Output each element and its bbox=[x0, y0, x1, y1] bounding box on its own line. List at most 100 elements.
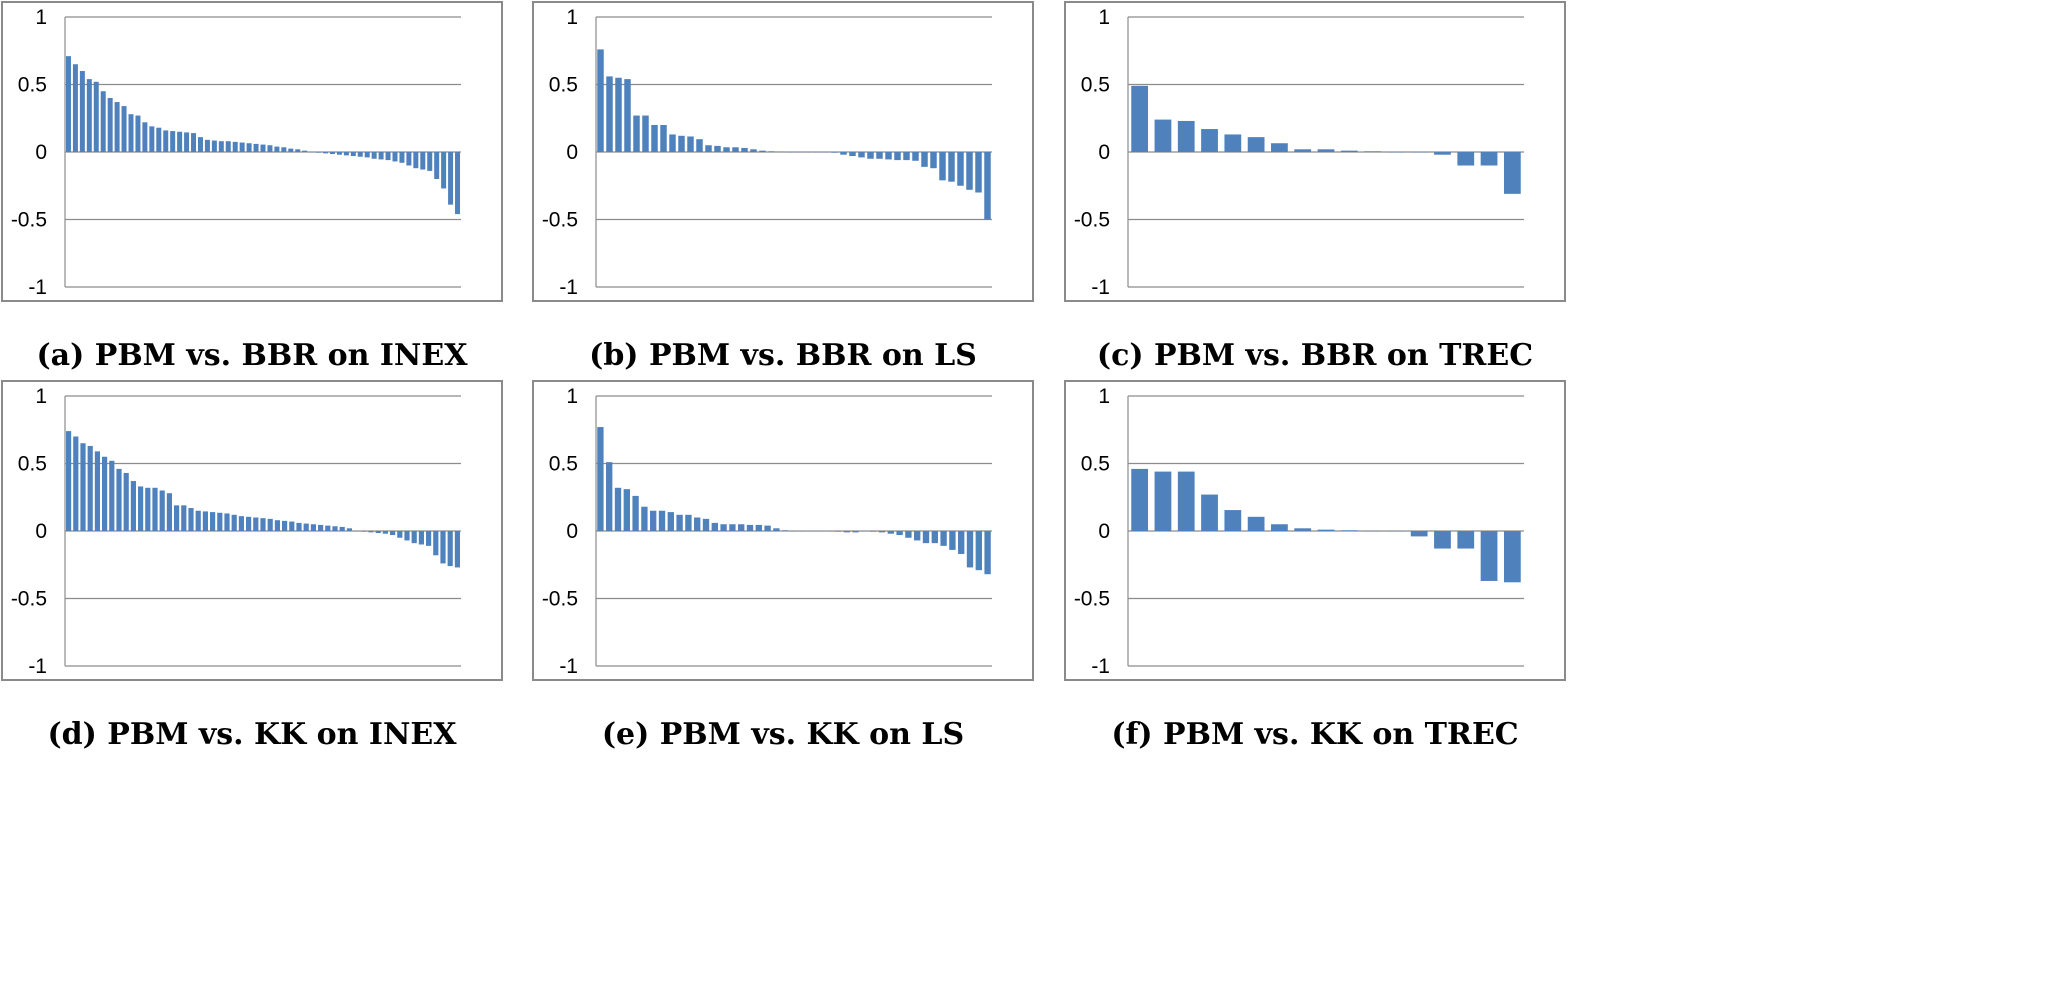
bar-e-20 bbox=[773, 528, 780, 531]
bar-b-4 bbox=[633, 115, 640, 152]
bar-a-9 bbox=[128, 114, 134, 152]
bar-f-0 bbox=[1131, 468, 1149, 531]
bar-a-7 bbox=[114, 102, 120, 152]
bar-a-13 bbox=[156, 127, 162, 152]
y-tick-label: -1 bbox=[1091, 276, 1110, 299]
bar-b-29 bbox=[858, 152, 865, 158]
bar-f-8 bbox=[1317, 529, 1335, 531]
chart-panel-e: 1 0.5 0 -0.5 -1 bbox=[532, 380, 1034, 681]
bar-a-26 bbox=[246, 143, 252, 152]
y-tick-label: -1 bbox=[559, 655, 578, 678]
bar-d-30 bbox=[282, 520, 288, 532]
bar-e-17 bbox=[746, 524, 754, 531]
bar-d-32 bbox=[296, 522, 302, 531]
bar-a-36 bbox=[316, 152, 322, 153]
bar-a-40 bbox=[343, 152, 349, 156]
bar-d-2 bbox=[80, 443, 86, 531]
bar-b-10 bbox=[687, 136, 694, 152]
bar-b-18 bbox=[759, 150, 766, 152]
bar-a-39 bbox=[336, 152, 342, 155]
bar-d-46 bbox=[397, 531, 403, 538]
bar-d-6 bbox=[109, 460, 115, 531]
bar-a-54 bbox=[441, 152, 447, 189]
bar-e-37 bbox=[922, 531, 930, 544]
bar-d-42 bbox=[368, 531, 374, 533]
bar-d-17 bbox=[188, 508, 194, 531]
bar-d-23 bbox=[231, 514, 237, 531]
bar-b-39 bbox=[948, 152, 955, 182]
bar-b-43 bbox=[984, 152, 991, 220]
bar-a-20 bbox=[204, 139, 210, 152]
y-tick-label: 0.5 bbox=[18, 74, 47, 97]
chart-svg-e: 1 0.5 0 -0.5 -1 bbox=[542, 385, 992, 678]
bar-d-31 bbox=[289, 521, 295, 531]
y-tick-label: -0.5 bbox=[1074, 588, 1110, 611]
bar-d-10 bbox=[138, 486, 144, 531]
bar-f-16 bbox=[1503, 531, 1521, 583]
y-tick-label: -0.5 bbox=[542, 588, 578, 611]
bar-e-16 bbox=[738, 524, 745, 531]
bar-c-0 bbox=[1131, 85, 1149, 152]
bar-c-3 bbox=[1201, 129, 1218, 152]
bar-b-19 bbox=[768, 151, 775, 152]
chart-panel-b: 1 0.5 0 -0.5 -1 bbox=[532, 1, 1034, 302]
bar-c-6 bbox=[1271, 143, 1288, 152]
chart-panel-c: 1 0.5 0 -0.5 -1 bbox=[1064, 1, 1566, 302]
bar-a-8 bbox=[121, 106, 127, 152]
bar-d-9 bbox=[130, 481, 136, 531]
bar-b-26 bbox=[831, 152, 838, 153]
y-tick-label: -0.5 bbox=[542, 209, 578, 232]
bar-b-11 bbox=[696, 139, 703, 152]
bar-a-31 bbox=[281, 147, 287, 152]
bar-e-28 bbox=[843, 531, 850, 533]
bar-e-36 bbox=[914, 531, 921, 541]
bar-d-44 bbox=[382, 531, 388, 534]
bar-a-2 bbox=[79, 71, 85, 152]
bar-f-9 bbox=[1340, 530, 1358, 531]
bar-c-16 bbox=[1503, 152, 1521, 194]
bar-b-0 bbox=[597, 49, 604, 152]
y-tick-label: 0.5 bbox=[549, 453, 578, 476]
bar-e-35 bbox=[905, 531, 912, 538]
bar-e-29 bbox=[852, 531, 859, 533]
bar-a-27 bbox=[253, 143, 259, 152]
bar-a-25 bbox=[239, 142, 245, 152]
y-tick-label: 0 bbox=[35, 141, 47, 164]
bar-a-43 bbox=[364, 152, 370, 158]
chart-svg-c: 1 0.5 0 -0.5 -1 bbox=[1074, 6, 1524, 299]
bar-e-41 bbox=[958, 531, 965, 554]
bar-c-8 bbox=[1317, 149, 1335, 152]
bar-d-4 bbox=[94, 451, 100, 531]
y-tick-label: 0.5 bbox=[1081, 74, 1110, 97]
bar-f-2 bbox=[1177, 471, 1195, 531]
bar-b-33 bbox=[894, 152, 901, 161]
bar-e-38 bbox=[931, 531, 938, 544]
bar-d-13 bbox=[159, 490, 165, 531]
bar-b-35 bbox=[912, 152, 919, 161]
bar-a-42 bbox=[357, 152, 363, 157]
y-tick-label: 0.5 bbox=[18, 453, 47, 476]
bar-d-24 bbox=[238, 516, 244, 531]
bar-f-13 bbox=[1434, 531, 1451, 549]
bar-c-7 bbox=[1294, 149, 1312, 152]
y-tick-label: 1 bbox=[35, 6, 47, 29]
bar-f-14 bbox=[1457, 531, 1475, 549]
y-tick-label: 1 bbox=[566, 6, 578, 29]
bar-d-52 bbox=[440, 531, 446, 564]
bar-e-14 bbox=[720, 524, 727, 531]
bar-e-7 bbox=[658, 510, 666, 531]
caption-a: (a) PBM vs. BBR on INEX bbox=[36, 338, 468, 373]
y-tick-label: -1 bbox=[1091, 655, 1110, 678]
bar-a-23 bbox=[225, 141, 231, 152]
bar-c-14 bbox=[1457, 152, 1475, 166]
bar-e-5 bbox=[641, 506, 648, 531]
bar-f-12 bbox=[1410, 531, 1428, 537]
bar-b-9 bbox=[678, 135, 685, 152]
bar-e-11 bbox=[694, 517, 701, 531]
bar-a-32 bbox=[288, 148, 294, 153]
chart-panel-f: 1 0.5 0 -0.5 -1 bbox=[1064, 380, 1566, 681]
bar-a-53 bbox=[434, 152, 440, 179]
bar-c-2 bbox=[1177, 120, 1195, 152]
bar-c-4 bbox=[1224, 134, 1242, 152]
bar-d-0 bbox=[66, 431, 72, 531]
